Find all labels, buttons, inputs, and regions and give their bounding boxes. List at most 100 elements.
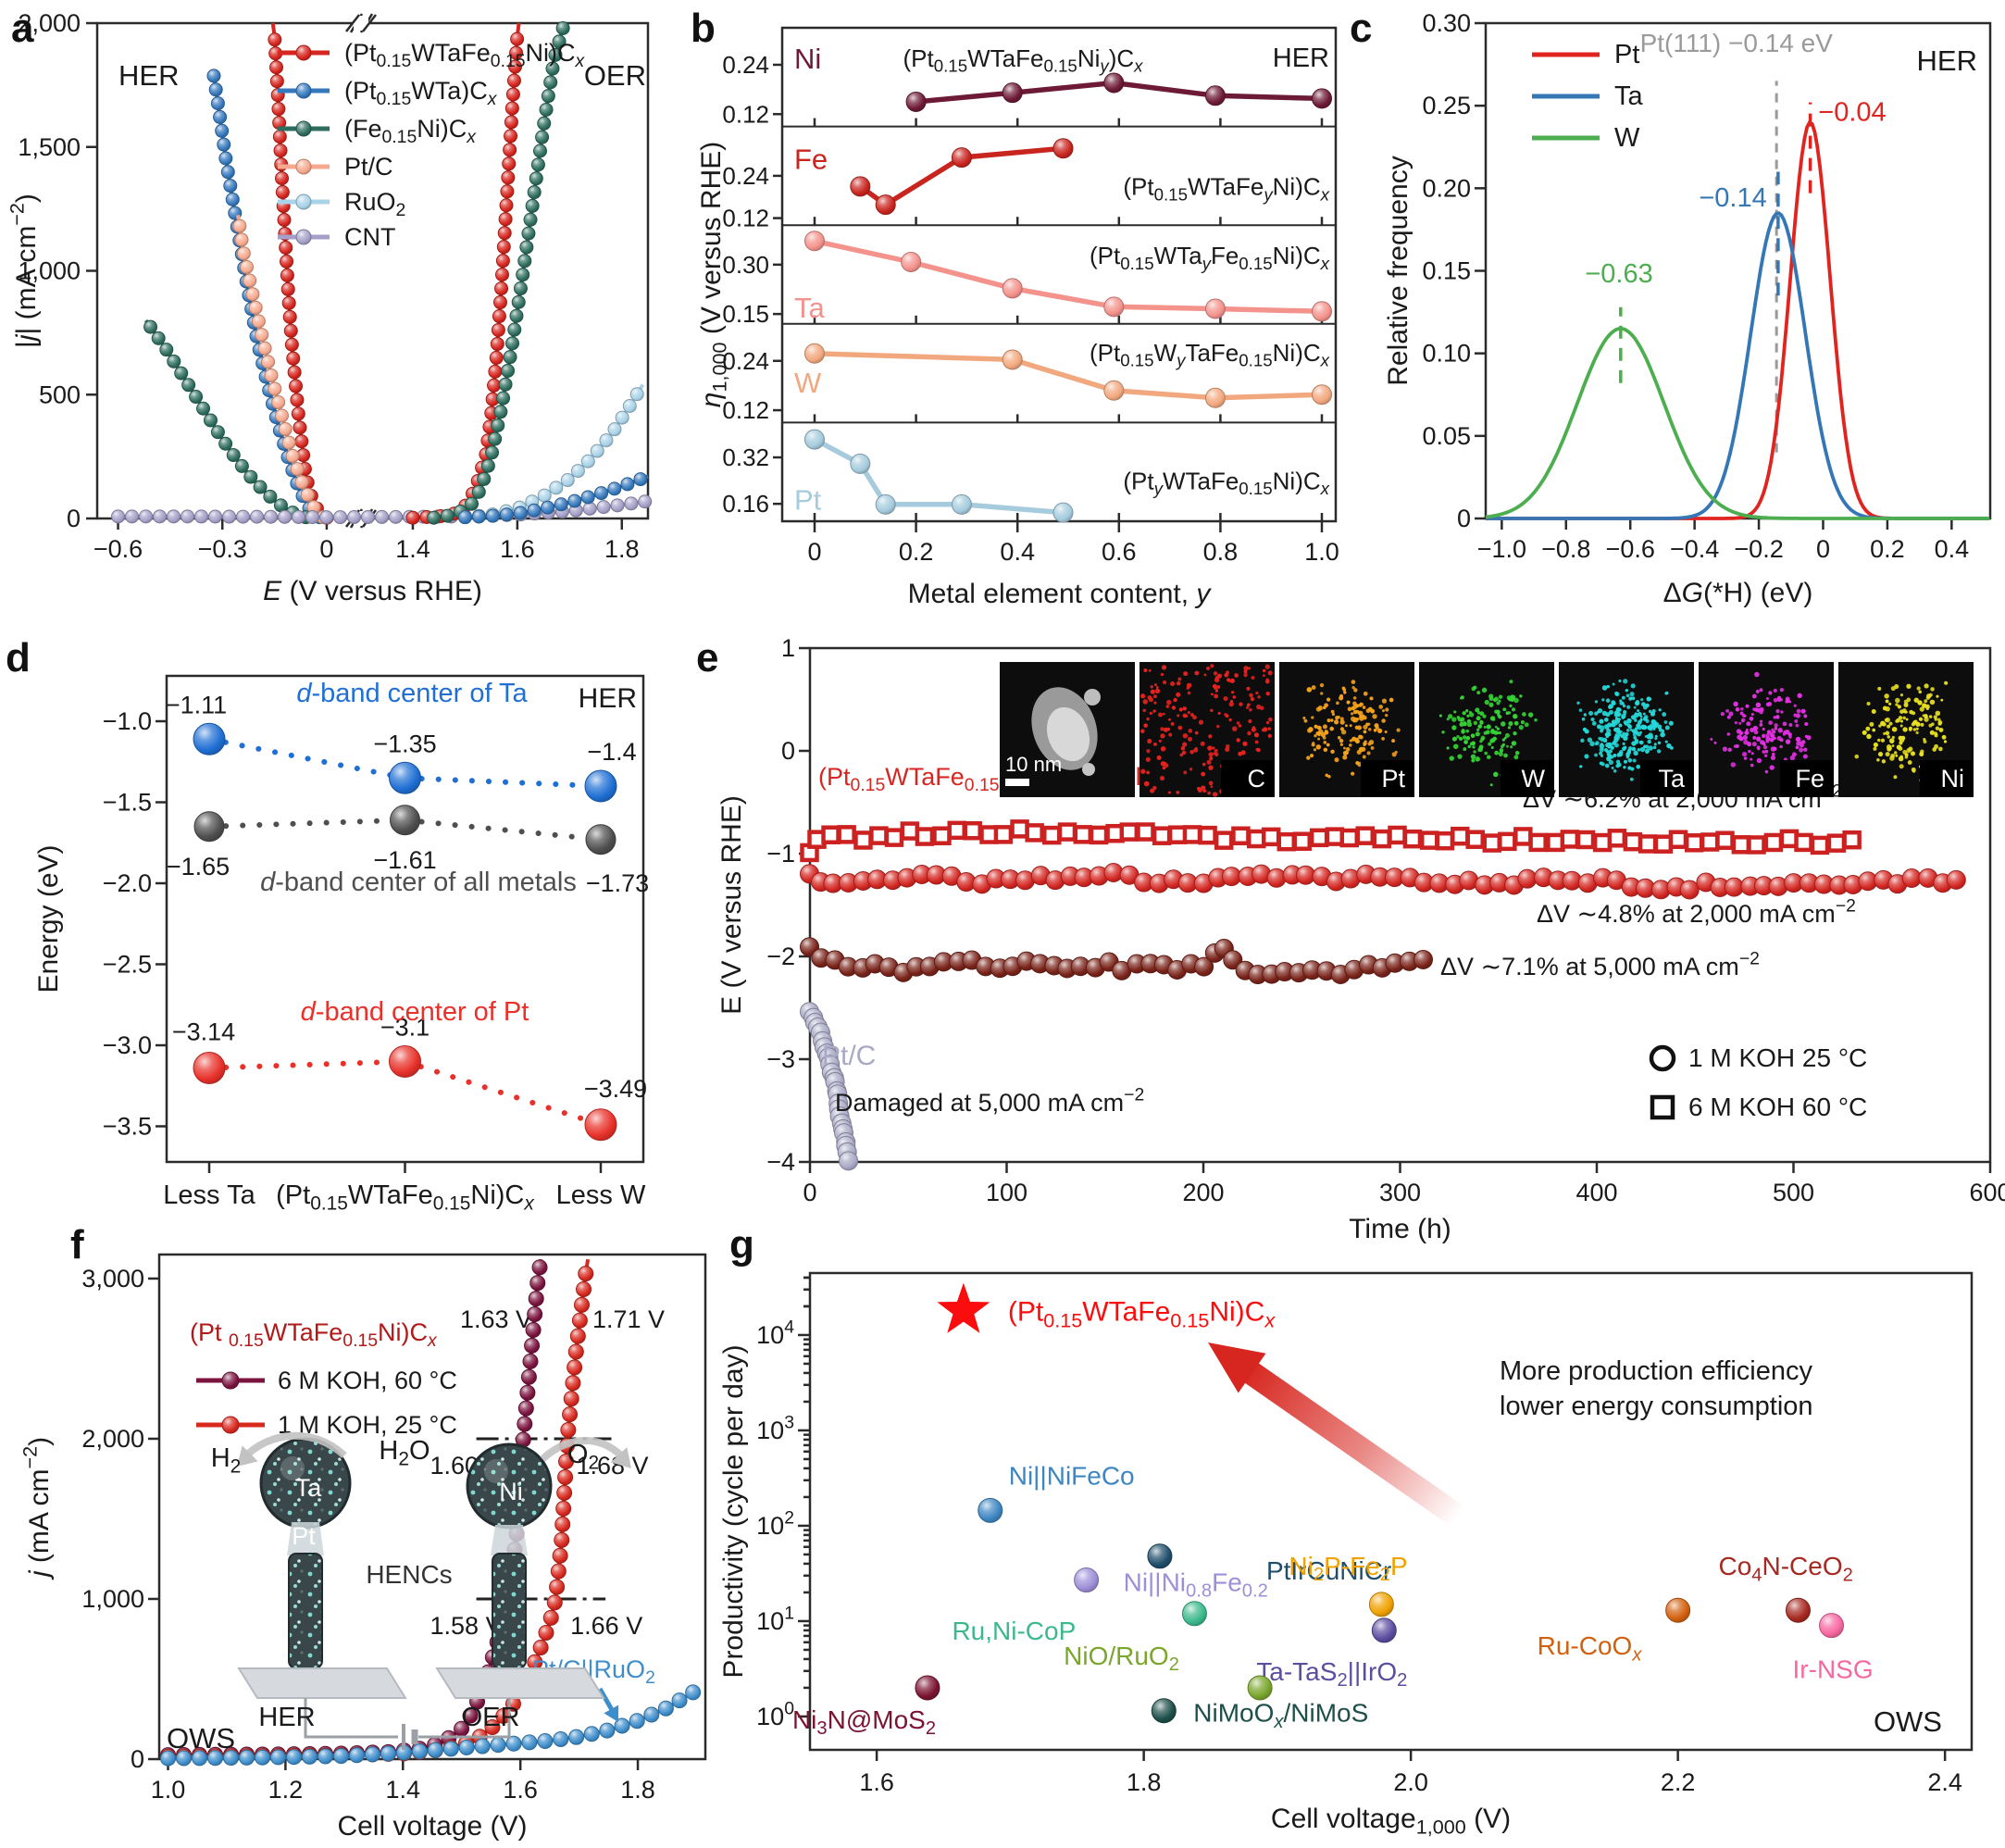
e-map-element-label: Fe [1795,765,1824,793]
g-ows-label: OWS [1874,1705,1942,1738]
data-point [1371,1617,1397,1643]
data-point [218,151,233,166]
data-point [504,115,518,130]
data-point [507,322,522,337]
data-point [292,509,306,524]
data-point [143,319,158,334]
data-point [580,490,595,505]
data-point [269,60,284,75]
plot-frame [780,26,1338,523]
data-point [633,472,648,487]
e-map-element-label: Ta [1658,765,1686,793]
e-ytick: −1 [766,840,795,868]
d-her-label: HER [579,683,637,714]
data-point [1002,278,1023,299]
g-point-label: Ni||Ni0.8Fe0.2 [1124,1568,1268,1602]
a-ytick: 500 [39,381,81,408]
f-ni-label: Ni [499,1478,523,1505]
data-point [462,1707,479,1724]
data-point [225,192,240,206]
panel-letter-d: d [6,635,31,681]
data-point [1147,1543,1173,1569]
data-point [560,473,575,488]
a-legend-label: RuO2 [344,188,405,220]
a-legend-label: (Pt0.15WTa)Cx [344,77,498,109]
data-point [1204,85,1226,106]
a-ytick: 0 [67,505,81,532]
data-point [458,1739,475,1755]
data-point [552,34,567,49]
data-point [239,1749,255,1766]
data-point [505,1735,522,1752]
e-annotation: ΔV ∼4.8% at 2,000 mA cm−2 [1537,896,1856,928]
data-point [477,471,492,486]
panel-d: −1.0 −1.5 −2.0 −2.5 −3.0 −3.5 Less Ta (Pt0.15WT… [33,674,649,1214]
b-formula-label: (Pt0.15WTaFeyNi)Cx [1123,173,1329,205]
data-point [516,268,530,282]
data-point [875,194,896,216]
data-point [519,1384,536,1401]
data-point [585,824,616,855]
data-point [567,1343,584,1360]
panel-c: 00.050.100.150.200.250.30−1.0 −0.8 −0.6 −0.… [1383,9,1992,608]
data-point [567,493,582,508]
g-point-Ta-TaS-2-IrO-2-: Ta-TaS2||IrO2 [1256,1617,1407,1691]
e-inset-map-Ni: Ni [1838,662,1974,797]
data-point [273,144,288,158]
e-inset-map-Fe: Fe [1699,662,1834,797]
e-series-PtC [800,1002,859,1171]
data-point [804,343,825,364]
g-point-label: NiMoOx/NiMoS [1193,1699,1368,1732]
c-gaussian-W: −0.63 [1485,259,1990,520]
data-point [505,87,520,102]
data-point [509,45,524,60]
d-value-label: −1.35 [373,730,436,757]
data-point [850,176,871,197]
data-point [503,350,517,365]
panel-g: 1.6 1.8 2.0 2.2 2.4 100 101 102 103 104Productivi… [718,1271,1974,1839]
data-point [624,496,639,511]
b-formula-label: (PtyWTaFe0.15Ni)Cx [1123,467,1329,498]
a-legend-item: RuO2 [278,188,405,220]
b-xtick: 1.0 [1304,538,1339,566]
data-point [1103,72,1125,94]
data-point [599,433,614,448]
f-xtick: 1.6 [503,1776,538,1804]
data-point [1312,384,1332,406]
d-value-label: −1.73 [586,869,649,897]
data-point [348,1747,365,1764]
data-point [1266,868,1287,888]
panel-b: 0.24 0.12 Ni (Pt0.15WTaFe0.15Niy)Cx HER 0.24 0… [696,26,1339,609]
data-point [491,322,505,337]
data-point [504,129,518,144]
d-ytick: −3.0 [103,1031,152,1059]
panel-letter-b: b [691,6,716,51]
g-point-label: Ru,Ni-CoP [952,1617,1076,1645]
data-point [629,1713,645,1729]
data-point [1181,1601,1207,1627]
data-point [210,425,225,440]
data-point [517,1400,534,1417]
data-point [525,1321,542,1338]
data-point [511,294,526,309]
g-point-label: PtIrCuNiCr [1266,1556,1391,1585]
a-xtick: 1.4 [395,535,430,563]
data-point [1312,301,1332,322]
data-point [875,493,896,515]
data-point [555,1500,572,1517]
data-point [208,82,223,97]
c-peak-annotation: −0.14 [1699,183,1766,213]
data-point [537,116,552,131]
a-her-label: HER [118,59,179,92]
c-her-label: HER [1917,44,1977,77]
f-xtick: 1.0 [151,1776,186,1804]
g-point-Ni-2-P-Fe-2-P: Ni2P-Fe2P [1289,1552,1408,1617]
data-point [498,212,513,227]
data-point [223,1750,240,1767]
a-legend-label: CNT [344,223,396,251]
e-map-element-label: Pt [1381,765,1405,793]
g-point-label: Co4N-CeO2 [1718,1552,1852,1585]
e-xtick: 0 [803,1179,816,1206]
g-point-label: Ni2P-Fe2P [1289,1552,1407,1585]
e-annotation: Damaged at 5,000 mA cm−2 [835,1085,1144,1117]
